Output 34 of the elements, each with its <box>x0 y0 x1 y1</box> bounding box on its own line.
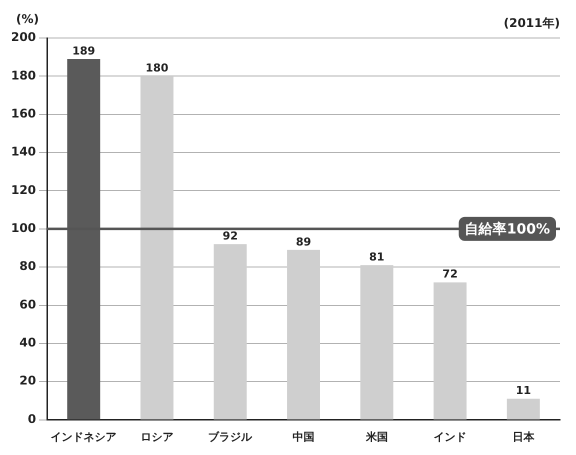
x-tick-label: 日本 <box>512 430 536 444</box>
x-tick-label: インドネシア <box>50 430 117 444</box>
y-tick-label: 140 <box>10 144 36 159</box>
data-label: 81 <box>369 250 384 264</box>
bar <box>140 76 174 420</box>
y-tick-label: 20 <box>19 374 36 388</box>
data-label: 72 <box>442 268 458 281</box>
ref-line-label: 自給率100% <box>464 220 550 238</box>
x-tick-label: 中国 <box>292 430 315 444</box>
y-tick-label: 120 <box>10 182 36 197</box>
data-label: 180 <box>145 62 169 75</box>
x-tick-label: 米国 <box>364 430 388 444</box>
y-tick-label: 100 <box>10 221 36 236</box>
y-tick-label: 0 <box>28 412 36 426</box>
y-tick-label: 80 <box>19 259 36 274</box>
bar <box>506 398 540 420</box>
text: (2011年) <box>504 16 560 30</box>
data-label: 189 <box>72 44 96 58</box>
bar <box>287 250 320 420</box>
bar <box>434 282 467 420</box>
x-tick-label: インド <box>434 430 467 444</box>
y-tick-label: 180 <box>10 68 36 82</box>
x-tick-label: ブラジル <box>208 430 254 444</box>
y-tick-label: 200 <box>10 30 36 44</box>
y-tick-label: 160 <box>10 106 36 120</box>
x-tick-label: ロシア <box>140 430 174 444</box>
bar <box>360 265 394 420</box>
y-axis-title: (%) <box>16 12 39 26</box>
y-tick-label: 60 <box>19 297 36 312</box>
data-label: 89 <box>296 235 312 248</box>
data-label: 92 <box>222 230 238 243</box>
bar <box>214 244 247 420</box>
y-tick-label: 40 <box>19 336 36 350</box>
data-label: 11 <box>516 384 532 398</box>
